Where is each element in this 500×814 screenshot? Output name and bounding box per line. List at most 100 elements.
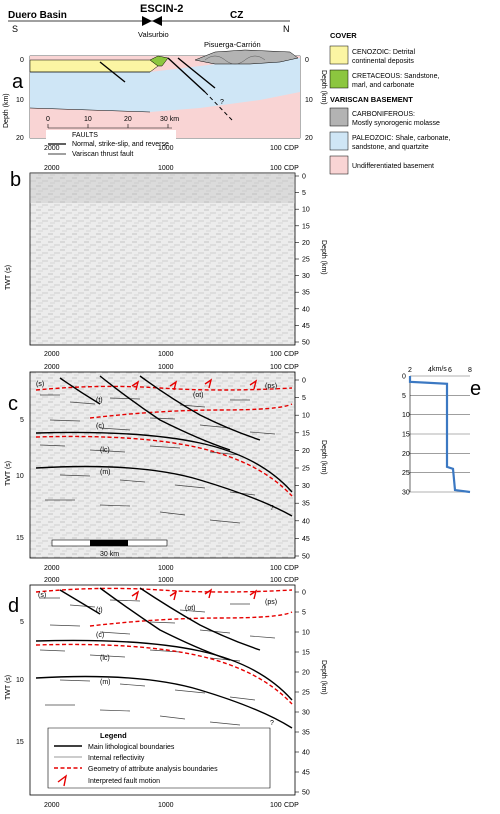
velocity-xtick-6: 6: [448, 367, 452, 374]
velocity-profile-line: [408, 376, 471, 494]
panel-c-cdp-100-top: 100: [270, 364, 282, 371]
d-label-c: (c): [96, 632, 104, 639]
panel-b-cdp-2000: 2000: [44, 165, 60, 172]
panel-label-e: e: [470, 378, 481, 400]
panel-c-twt-5: 5: [20, 417, 24, 424]
velocity-ytick-0: 0: [402, 374, 406, 381]
panel-b: b 2000 1000 100 CDP TWT (s) Depth (km) 0…: [5, 165, 327, 358]
panel-c-cdp-2000: 2000: [44, 565, 60, 572]
panel-c-depth-tick-50: 50: [302, 554, 310, 561]
panel-c-cdp-2000-top: 2000: [44, 364, 60, 371]
panel-b-cdp-1000-bottom: 1000: [158, 351, 174, 358]
panel-d-depth-tick-25: 25: [302, 690, 310, 697]
velocity-xtick-4: 4: [428, 367, 432, 374]
panel-c-depth-tick-35: 35: [302, 501, 310, 508]
panel-d-cdp-1000: 1000: [158, 802, 174, 809]
panel-a-depth-right-0: 0: [305, 57, 309, 64]
panel-a-question: ?: [220, 99, 224, 106]
panel-e: e km/s 0 5 10 15 20 25 30 2 4 6 8: [402, 366, 481, 497]
thrust-label: Variscan thrust fault: [72, 151, 133, 158]
faults-title: FAULTS: [72, 132, 98, 139]
profile-name: ESCIN-2: [140, 3, 183, 15]
scale-tick-10: 10: [84, 116, 92, 123]
panel-c-cdp-1000: 1000: [158, 565, 174, 572]
d-label-s: (s): [38, 592, 46, 599]
panel-c-depth-tick-5: 5: [302, 395, 306, 402]
fault-types: Normal, strike-slip, and reverse: [72, 141, 169, 148]
panel-b-depth-tick-30: 30: [302, 273, 310, 280]
panel-b-depth-tick-50: 50: [302, 340, 310, 347]
key-cenozoic: CENOZOIC: Detrital: [352, 49, 415, 56]
panel-d-twt-10: 10: [16, 677, 24, 684]
panel-b-depth-tick-0: 0: [302, 174, 306, 181]
panel-b-depth-tick-5: 5: [302, 190, 306, 197]
panel-d-twt-5: 5: [20, 619, 24, 626]
d-label-m: (m): [100, 679, 111, 686]
key-undiff: Undifferentiated basement: [352, 163, 434, 170]
panel-c-depth-tick-0: 0: [302, 378, 306, 385]
panel-label-c: c: [8, 393, 18, 415]
key-paleozoic: PALEOZOIC: Shale, carbonate,: [352, 135, 450, 142]
panel-d-twt-15: 15: [16, 739, 24, 746]
velocity-ytick-15: 15: [402, 432, 410, 439]
panel-b-cdp-label-bottom: CDP: [284, 351, 299, 358]
scale-tick-20: 20: [124, 116, 132, 123]
header: Duero Basin ESCIN-2 CZ S N Valsurbio Pis…: [8, 3, 290, 49]
c-label-t: (t): [96, 397, 103, 404]
c-label-m: (m): [100, 469, 111, 476]
panel-a-depth-right-10: 10: [305, 97, 313, 104]
key-cenozoic-2: continental deposits: [352, 58, 414, 65]
panel-d-cdp-label: CDP: [284, 802, 299, 809]
legend-item-2: Internal reflectivity: [88, 755, 145, 762]
place-pisuerga: Pisuerga-Carrión: [204, 40, 261, 49]
velocity-chart: 0 5 10 15 20 25 30 2 4 6 8: [402, 367, 472, 497]
key-paleozoic-2: sandstone, and quartzite: [352, 144, 429, 151]
panel-d: d 2000 1000 100 CDP (s) (t) (ot) (ps) (c…: [5, 577, 327, 809]
panel-b-depth-tick-40: 40: [302, 306, 310, 313]
panel-c-depth-tick-30: 30: [302, 483, 310, 490]
rock-key: COVER CENOZOIC: Detrital continental dep…: [329, 31, 450, 175]
right-region: CZ: [230, 10, 243, 21]
panel-c-depth-tick-10: 10: [302, 413, 310, 420]
panel-d-twt-label: TWT (s): [5, 675, 12, 700]
panel-d-cdp-1000-top: 1000: [158, 577, 174, 584]
panel-d-depth-tick-10: 10: [302, 630, 310, 637]
panel-a-cdp-1000: 1000: [158, 145, 174, 152]
carboniferous-unit: [194, 49, 299, 65]
panel-d-depth-tick-15: 15: [302, 650, 310, 657]
d-label-q: ?: [270, 720, 274, 727]
velocity-ytick-5: 5: [402, 393, 406, 400]
south-label: S: [12, 24, 18, 34]
panel-d-depth-tick-45: 45: [302, 770, 310, 777]
c-label-ps: (ps): [265, 383, 277, 390]
panel-b-cdp-1000: 1000: [158, 165, 174, 172]
c-label-ot: (ot): [193, 392, 204, 399]
key-carboniferous: CARBONIFEROUS:: [352, 111, 415, 118]
velocity-ytick-10: 10: [402, 412, 410, 419]
d-label-ps: (ps): [265, 599, 277, 606]
scale-tick-0: 0: [46, 116, 50, 123]
legend-title: Legend: [100, 731, 127, 740]
velocity-ytick-30: 30: [402, 490, 410, 497]
c-label-q: ?: [270, 505, 274, 512]
panel-b-depth-tick-10: 10: [302, 207, 310, 214]
panel-b-cdp-100-bottom: 100: [270, 351, 282, 358]
panel-c-depth-tick-40: 40: [302, 518, 310, 525]
legend-item-1: Main lithological boundaries: [88, 744, 175, 751]
cretaceous-unit: [149, 55, 169, 67]
c-label-s: (s): [36, 381, 44, 388]
seismic-section-c: [29, 371, 296, 559]
panel-c-cdp-label-top: CDP: [284, 364, 299, 371]
panel-c-cdp-label: CDP: [284, 565, 299, 572]
panel-a-depth-left-0: 0: [20, 57, 24, 64]
panel-b-cdp-label: CDP: [284, 165, 299, 172]
place-valsurbio: Valsurbio: [138, 30, 169, 39]
panel-d-cdp-100-top: 100: [270, 577, 282, 584]
panel-c-twt-label: TWT (s): [5, 461, 12, 486]
panel-b-depth-tick-45: 45: [302, 323, 310, 330]
panel-d-cdp-2000: 2000: [44, 802, 60, 809]
key-cretaceous: CRETACEOUS: Sandstone,: [352, 73, 439, 80]
panel-a: a ? 0 10 20 30 km FAULTS Normal, strike-…: [3, 49, 327, 158]
c-label-c: (c): [96, 423, 104, 430]
